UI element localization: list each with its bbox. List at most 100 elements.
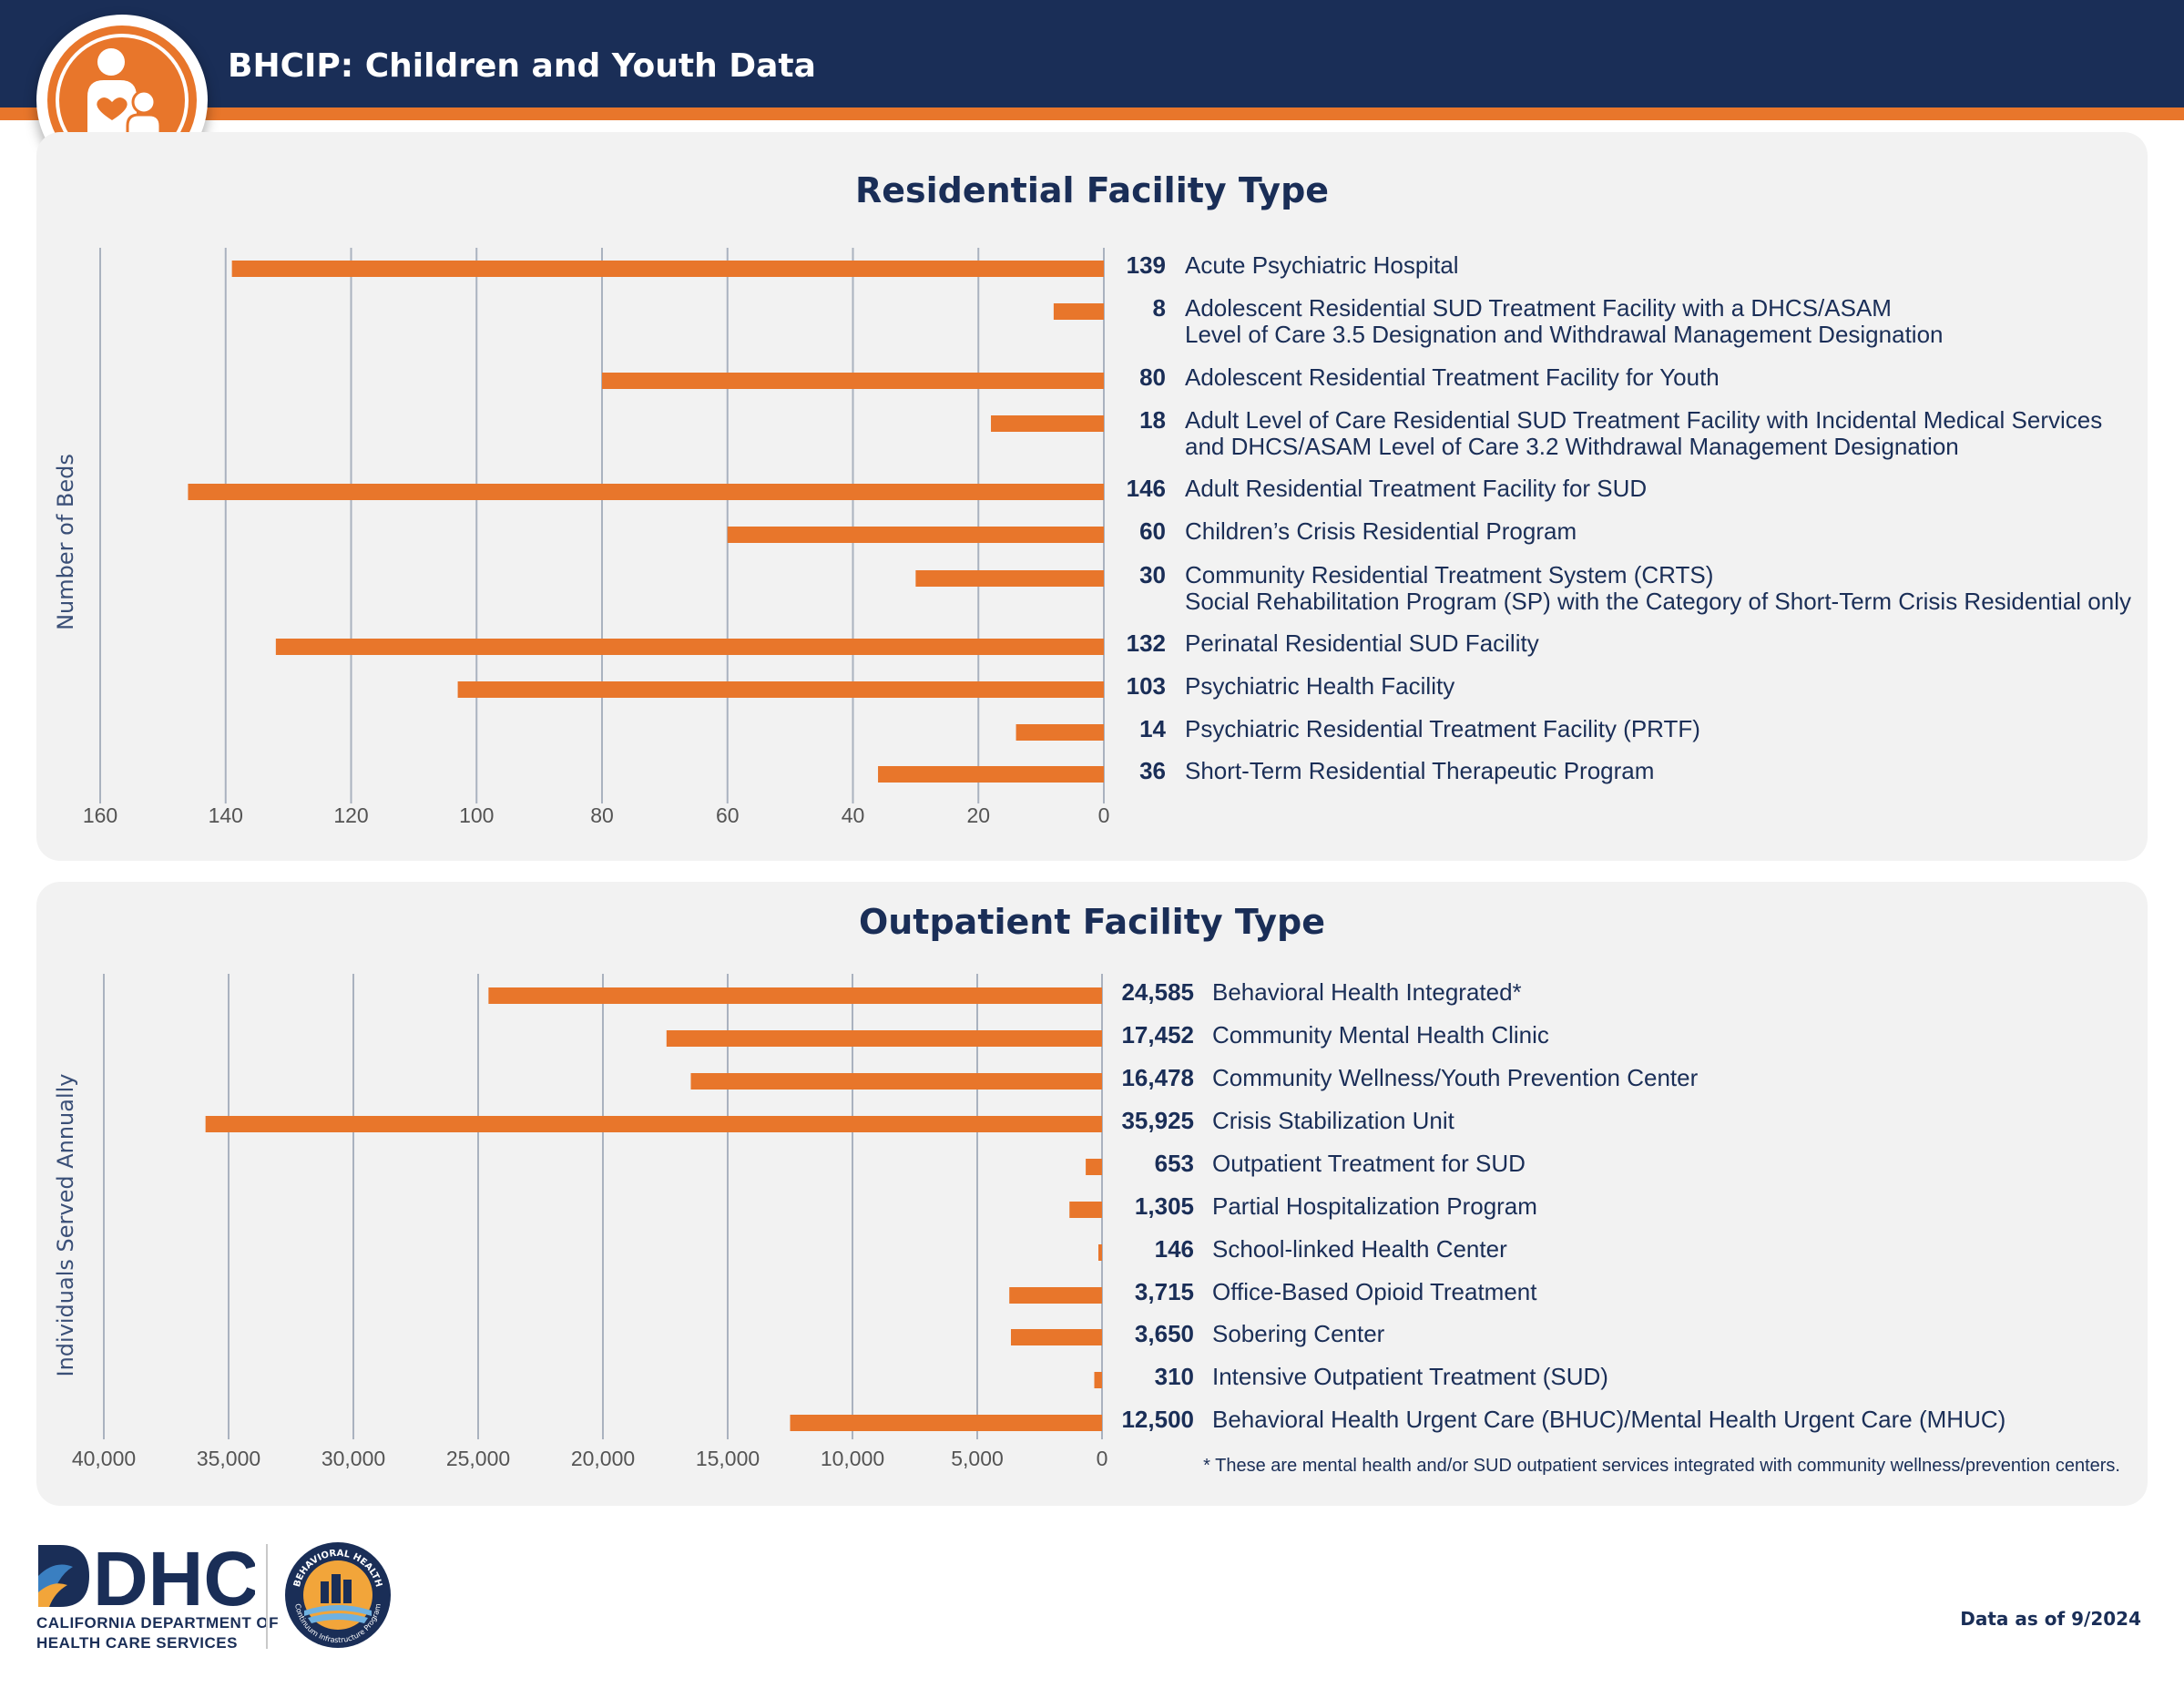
bar-value-label: 146 (1155, 1235, 1194, 1263)
x-tick-label: 30,000 (321, 1447, 385, 1470)
category-label: Partial Hospitalization Program (1212, 1192, 1537, 1220)
category-label: Adolescent Residential Treatment Facilit… (1185, 363, 1720, 391)
residential-chart: 0 20 40 60 80 100 120 140 160 Number of Beds 139 Ac… (53, 248, 2131, 827)
page-title: BHCIP: Children and Youth Data (228, 47, 816, 85)
x-tick-label: 40 (842, 803, 865, 827)
bar-value-label: 18 (1139, 406, 1166, 434)
dhcs-logo-mark: DHCS (38, 1536, 310, 1622)
category-label: Perinatal Residential SUD Facility (1185, 629, 1539, 657)
bar-value-label: 35,925 (1121, 1107, 1194, 1134)
bar (1053, 303, 1104, 320)
bar (1069, 1202, 1102, 1218)
x-tick-label: 10,000 (821, 1447, 884, 1470)
category-label: Acute Psychiatric Hospital (1185, 251, 1459, 279)
x-tick-label: 35,000 (197, 1447, 260, 1470)
category-label: Adolescent Residential SUD Treatment Fac… (1185, 294, 1892, 322)
bar-value-label: 3,715 (1135, 1278, 1194, 1305)
category-label: Sobering Center (1212, 1320, 1385, 1347)
category-label: Community Residential Treatment System (… (1185, 561, 1713, 588)
x-tick-label: 25,000 (446, 1447, 510, 1470)
x-tick-label: 20,000 (571, 1447, 635, 1470)
category-label: Crisis Stabilization Unit (1212, 1107, 1455, 1134)
bar (275, 639, 1105, 655)
category-label: Psychiatric Residential Treatment Facili… (1185, 715, 1700, 742)
chart-footnote: * These are mental health and/or SUD out… (1203, 1456, 2120, 1476)
category-label: Behavioral Health Integrated* (1212, 978, 1522, 1006)
bar-value-label: 3,650 (1135, 1320, 1194, 1347)
dhcs-logo: DHCS (36, 1536, 310, 1622)
bar-value-label: 12,500 (1121, 1406, 1194, 1433)
category-label: Psychiatric Health Facility (1185, 672, 1454, 700)
bar-value-label: 139 (1127, 251, 1166, 279)
bh-seal: BEHAVIORAL HEALTH Continuum Infrastructu… (282, 1540, 393, 1655)
bar (205, 1116, 1102, 1132)
bar-value-label: 80 (1139, 363, 1166, 391)
category-label: Children’s Crisis Residential Program (1185, 517, 1577, 545)
dhcs-logo-text: DHCS (93, 1540, 255, 1612)
category-label: Social Rehabilitation Program (SP) with … (1185, 588, 2131, 615)
x-tick-label: 100 (459, 803, 494, 827)
bar (790, 1415, 1102, 1431)
category-label: Level of Care 3.5 Designation and Withdr… (1185, 321, 1943, 348)
x-tick-label: 20 (966, 803, 990, 827)
bar-value-label: 60 (1139, 517, 1166, 545)
bar-value-label: 36 (1139, 757, 1166, 784)
bar-value-label: 653 (1155, 1150, 1194, 1177)
category-label: Adult Level of Care Residential SUD Trea… (1185, 406, 2102, 434)
footer: DHCS CALIFORNIA DEPARTMENT OF HEALTH CAR… (0, 1530, 2184, 1688)
x-tick-label: 5,000 (951, 1447, 1004, 1470)
y-axis-title: Individuals Served Annually (53, 1073, 78, 1376)
bar (1086, 1159, 1102, 1175)
category-label: Outpatient Treatment for SUD (1212, 1150, 1526, 1177)
category-label: School-linked Health Center (1212, 1235, 1507, 1263)
header-bar: BHCIP: Children and Youth Data (0, 0, 2184, 107)
bar-value-label: 14 (1139, 715, 1166, 742)
bar-value-label: 24,585 (1121, 978, 1194, 1006)
bar (1009, 1287, 1102, 1304)
bar-value-label: 310 (1155, 1363, 1194, 1390)
bar (1094, 1372, 1102, 1388)
header-stripe (0, 107, 2184, 120)
x-tick-label: 0 (1097, 1447, 1108, 1470)
bar-value-label: 17,452 (1121, 1021, 1194, 1049)
bar (457, 681, 1104, 698)
bar (1097, 1244, 1102, 1261)
category-label: and DHCS/ASAM Level of Care 3.2 Withdraw… (1185, 433, 1959, 460)
category-label: Community Mental Health Clinic (1212, 1021, 1549, 1049)
bar (878, 766, 1104, 783)
outpatient-chart-title: Outpatient Facility Type (858, 902, 1326, 942)
residential-panel: Residential Facility Type 0 20 40 60 80 100 12… (36, 132, 2148, 861)
y-axis-title: Number of Beds (53, 454, 78, 630)
bar-value-label: 146 (1127, 475, 1166, 502)
category-label: Behavioral Health Urgent Care (BHUC)/Men… (1212, 1406, 2005, 1433)
bar (666, 1030, 1102, 1047)
category-label: Short-Term Residential Therapeutic Progr… (1185, 757, 1654, 784)
x-tick-label: 60 (716, 803, 740, 827)
bar (727, 527, 1104, 543)
x-tick-label: 140 (209, 803, 243, 827)
bar (690, 1073, 1102, 1090)
outpatient-panel: Outpatient Facility Type 0 5,000 10,000 15,… (36, 882, 2148, 1506)
category-label: Adult Residential Treatment Facility for… (1185, 475, 1647, 502)
category-label: Intensive Outpatient Treatment (SUD) (1212, 1363, 1608, 1390)
bar-value-label: 1,305 (1135, 1192, 1194, 1220)
bar (915, 570, 1104, 587)
x-tick-label: 0 (1098, 803, 1110, 827)
bar-value-label: 132 (1127, 629, 1166, 657)
x-tick-label: 80 (590, 803, 614, 827)
category-label: Community Wellness/Youth Prevention Cent… (1212, 1064, 1699, 1091)
bar (188, 484, 1105, 500)
x-tick-label: 120 (333, 803, 368, 827)
x-tick-label: 40,000 (72, 1447, 136, 1470)
outpatient-chart: 0 5,000 10,000 15,000 20,000 25,000 30,000 35,0… (53, 974, 2120, 1476)
bar (231, 261, 1104, 277)
bar-value-label: 8 (1153, 294, 1166, 322)
category-label: Office-Based Opioid Treatment (1212, 1278, 1537, 1305)
bar (1015, 724, 1104, 741)
bh-seal-icon: BEHAVIORAL HEALTH Continuum Infrastructu… (285, 1542, 391, 1648)
bar (488, 987, 1102, 1004)
dhcs-subtitle-line1: CALIFORNIA DEPARTMENT OF (36, 1614, 280, 1632)
bar (1010, 1329, 1102, 1345)
residential-chart-title: Residential Facility Type (854, 170, 1330, 210)
dhcs-subtitle-line2: HEALTH CARE SERVICES (36, 1634, 238, 1652)
